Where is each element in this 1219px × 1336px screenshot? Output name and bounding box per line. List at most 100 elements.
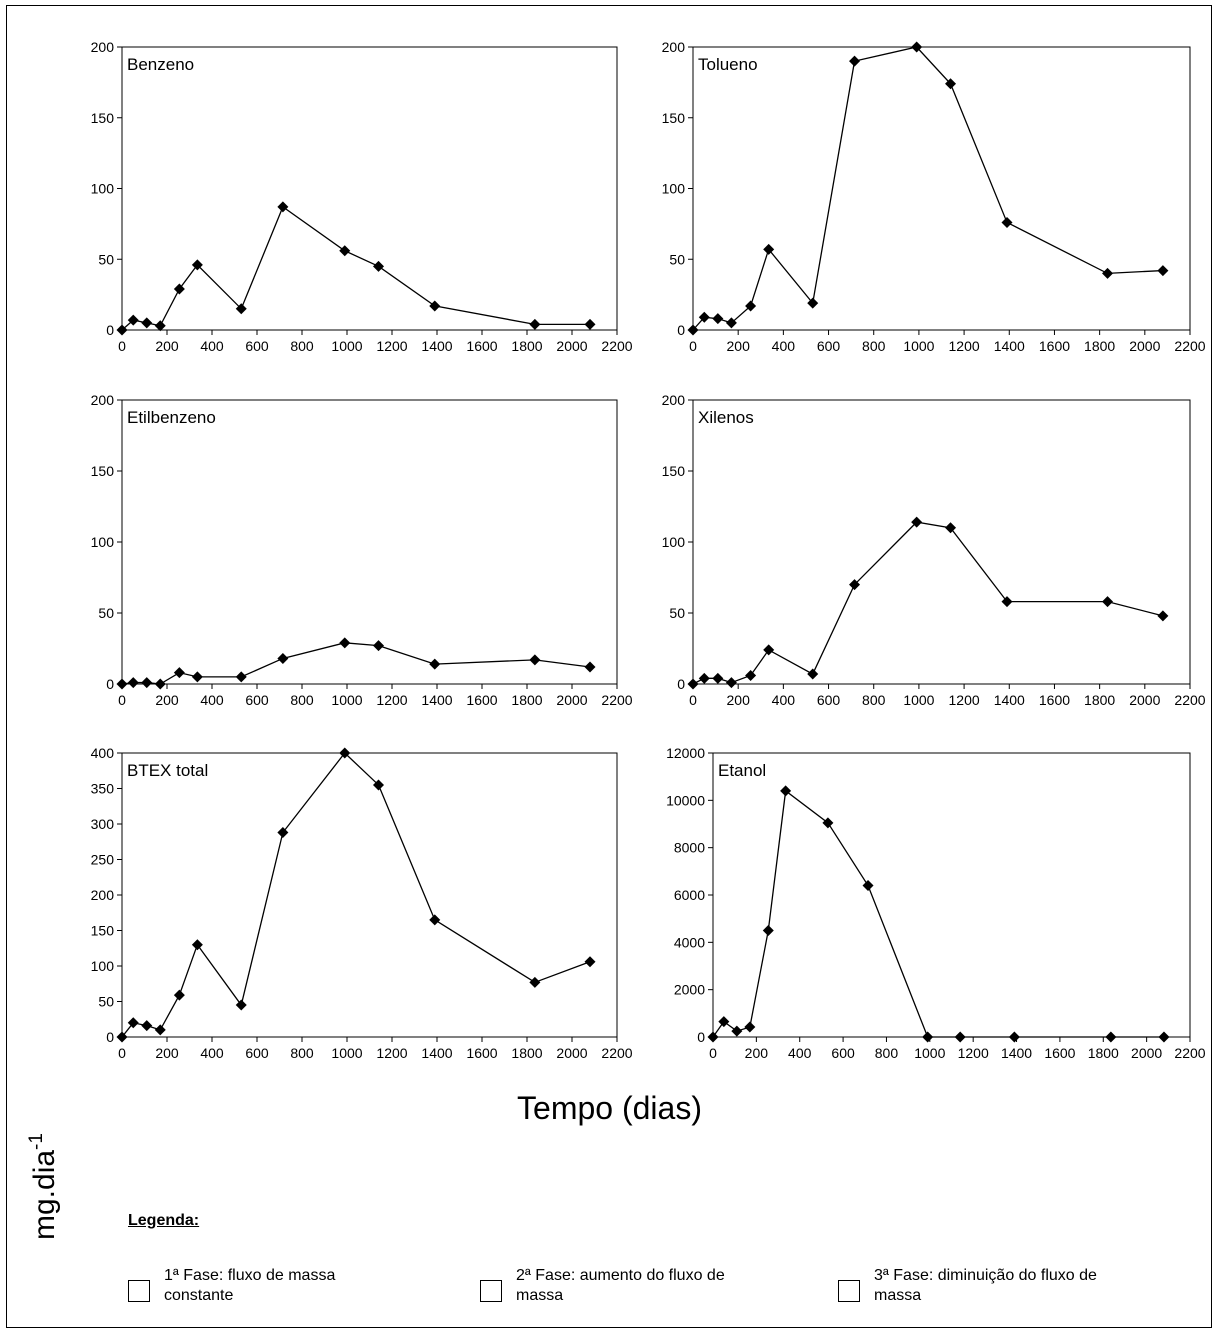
data-point [529, 976, 541, 988]
data-point [687, 678, 699, 690]
y-tick-label: 200 [662, 392, 686, 408]
x-tick-label: 0 [118, 338, 126, 354]
data-point [429, 658, 441, 670]
data-point [712, 313, 724, 325]
y-tick-label: 12000 [666, 745, 705, 761]
data-point [698, 311, 710, 323]
x-tick-label: 2000 [1129, 338, 1160, 354]
x-tick-label: 2000 [556, 338, 587, 354]
data-point [277, 827, 289, 839]
data-point [373, 779, 384, 791]
data-point [141, 317, 153, 329]
x-tick-label: 200 [745, 1045, 769, 1061]
x-tick-label: 1000 [331, 1045, 362, 1061]
y-tick-label: 50 [669, 605, 685, 621]
y-tick-label: 100 [662, 181, 686, 197]
x-tick-label: 400 [772, 338, 796, 354]
data-point [945, 522, 957, 534]
x-tick-label: 1800 [1084, 692, 1115, 708]
plot-area [692, 46, 1191, 331]
legend-item-phase-3: 3ª Fase: diminuição do fluxo de massa [838, 1266, 1138, 1326]
legend-item-phase-1: 1ª Fase: fluxo de massa constante [128, 1266, 428, 1326]
data-point [154, 678, 166, 690]
plot-area [121, 46, 618, 331]
x-tick-label: 1200 [949, 338, 980, 354]
x-tick-label: 1000 [914, 1045, 945, 1061]
data-point [116, 324, 128, 336]
x-tick-label: 1200 [376, 692, 407, 708]
data-point [173, 283, 185, 295]
data-point [707, 1031, 719, 1043]
data-point [1102, 596, 1114, 608]
x-tick-label: 200 [155, 338, 179, 354]
data-point [127, 1017, 139, 1029]
legend-label-phase-1: 1ª Fase: fluxo de massa constante [164, 1267, 336, 1304]
x-tick-label: 600 [245, 692, 269, 708]
data-point [780, 785, 792, 797]
data-point [922, 1031, 934, 1043]
chart-title: Etilbenzeno [127, 408, 216, 427]
data-point [763, 644, 775, 656]
x-tick-label: 1000 [331, 692, 362, 708]
x-tick-label: 800 [290, 1045, 314, 1061]
data-point [141, 1020, 153, 1032]
data-point [529, 318, 541, 330]
data-point [862, 880, 874, 892]
x-tick-label: 1200 [949, 692, 980, 708]
y-axis-label-main: mg.dia [28, 1150, 61, 1240]
y-tick-label: 100 [91, 958, 115, 974]
x-tick-label: 1000 [903, 692, 934, 708]
data-point [277, 652, 289, 664]
x-tick-label: 0 [689, 338, 697, 354]
data-point [687, 324, 699, 336]
y-tick-label: 6000 [674, 887, 705, 903]
x-tick-label: 1400 [994, 338, 1025, 354]
y-tick-label: 200 [91, 392, 115, 408]
data-point [235, 303, 247, 315]
data-point [235, 999, 247, 1011]
data-point [339, 747, 351, 759]
y-axis-label-text: mg.dia-1 [26, 1133, 61, 1240]
x-tick-label: 800 [862, 692, 886, 708]
y-tick-label: 200 [91, 39, 115, 55]
chart-title: Xilenos [698, 408, 754, 427]
plot-area [692, 399, 1191, 685]
legend-label-phase-2: 2ª Fase: aumento do fluxo de massa [516, 1267, 725, 1304]
figure-frame [6, 5, 1212, 1328]
x-tick-label: 2200 [601, 692, 632, 708]
data-point [762, 925, 774, 936]
x-tick-label: 400 [772, 692, 796, 708]
y-tick-label: 50 [98, 605, 114, 621]
data-point [1102, 267, 1114, 279]
x-tick-label: 2200 [1174, 338, 1205, 354]
chart-title: Tolueno [698, 55, 758, 74]
y-tick-label: 50 [98, 251, 114, 267]
data-point [911, 41, 923, 53]
data-point [235, 671, 247, 683]
x-tick-label: 1600 [466, 338, 497, 354]
data-point [849, 579, 861, 591]
legend-box-phase-2 [480, 1280, 502, 1302]
data-point [849, 55, 861, 67]
data-point [1158, 1031, 1170, 1043]
chart-title: Benzeno [127, 55, 194, 74]
data-point [1157, 265, 1169, 277]
data-point [173, 989, 185, 1001]
y-tick-label: 150 [91, 923, 115, 939]
y-tick-label: 0 [106, 322, 114, 338]
data-point [731, 1025, 743, 1037]
data-point [807, 297, 819, 309]
x-tick-label: 1800 [1084, 338, 1115, 354]
x-tick-label: 800 [862, 338, 886, 354]
x-tick-label: 1400 [994, 692, 1025, 708]
x-tick-label: 200 [727, 692, 751, 708]
x-tick-label: 1800 [511, 692, 542, 708]
data-point [807, 668, 819, 680]
x-tick-label: 400 [200, 338, 224, 354]
x-axis-label: Tempo (dias) [517, 1090, 702, 1126]
chart-title: BTEX total [127, 761, 208, 780]
x-tick-label: 2000 [1129, 692, 1160, 708]
x-tick-label: 2000 [556, 692, 587, 708]
x-tick-label: 0 [118, 1045, 126, 1061]
y-tick-label: 300 [91, 816, 115, 832]
